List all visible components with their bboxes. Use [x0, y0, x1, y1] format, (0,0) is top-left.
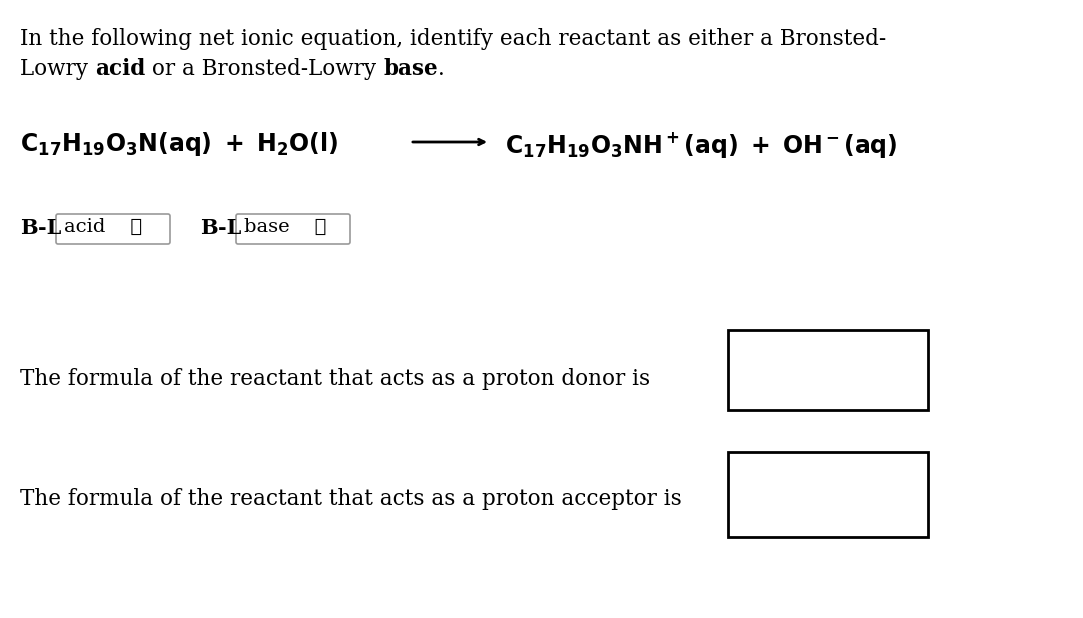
Text: The formula of the reactant that acts as a proton donor is: The formula of the reactant that acts as… [19, 368, 650, 390]
Text: Lowry: Lowry [19, 58, 95, 80]
Text: base    ⌄: base ⌄ [244, 218, 326, 236]
Bar [728, 330, 928, 410]
Text: The formula of the reactant that acts as a proton acceptor is: The formula of the reactant that acts as… [19, 488, 682, 510]
Text: In the following net ionic equation, identify each reactant as either a Bronsted: In the following net ionic equation, ide… [19, 28, 886, 50]
Text: or a Bronsted-Lowry: or a Bronsted-Lowry [145, 58, 383, 80]
Text: acid    ⌄: acid ⌄ [64, 218, 142, 236]
Bar [728, 452, 928, 537]
Text: B-L: B-L [19, 218, 62, 238]
Text: $\mathbf{C_{17}H_{19}O_3NH^+(aq)\ +\ OH^-(aq)}$: $\mathbf{C_{17}H_{19}O_3NH^+(aq)\ +\ OH^… [505, 130, 898, 160]
Text: B-L: B-L [200, 218, 242, 238]
Text: acid: acid [95, 58, 145, 80]
Text: .: . [438, 58, 444, 80]
Text: base: base [383, 58, 438, 80]
Text: $\mathbf{C_{17}H_{19}O_3N(aq)\ +\ H_2O(l)}$: $\mathbf{C_{17}H_{19}O_3N(aq)\ +\ H_2O(l… [19, 130, 338, 158]
FancyBboxPatch shape [56, 214, 170, 244]
FancyBboxPatch shape [236, 214, 350, 244]
